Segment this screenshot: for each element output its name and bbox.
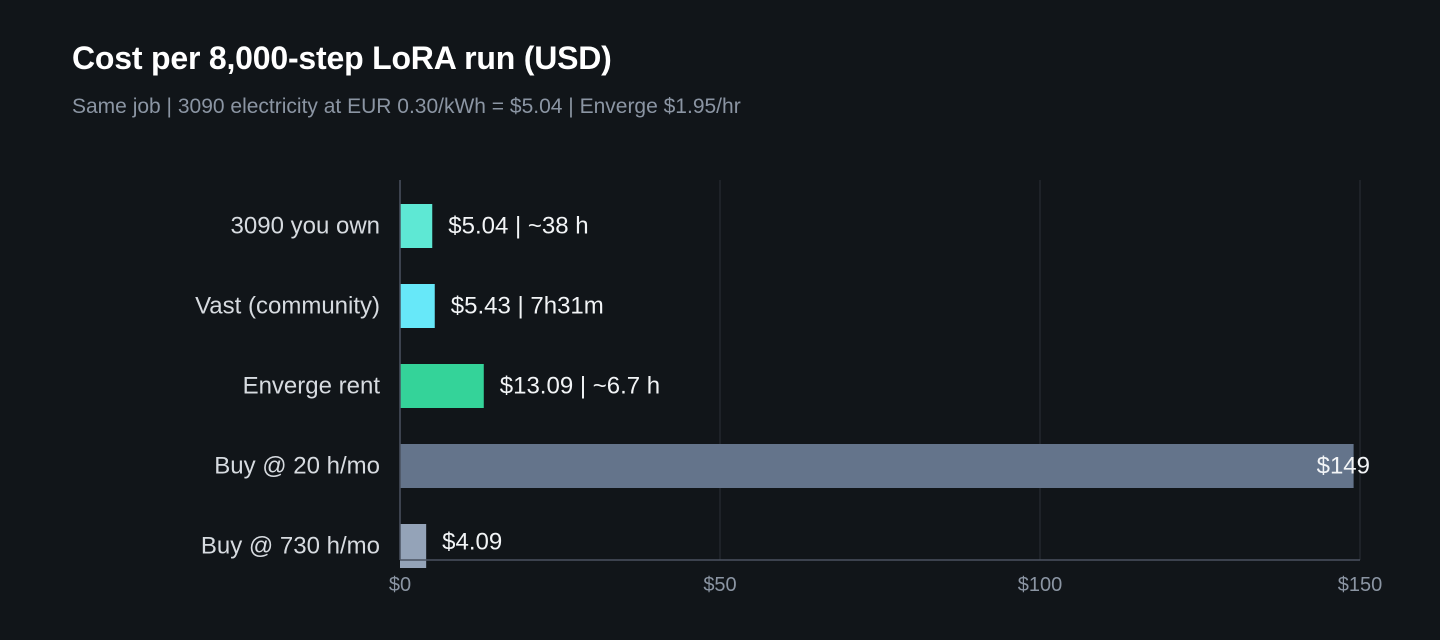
- labels: 3090 you own $5.04 | ~38 h Vast (community…: [195, 213, 1382, 597]
- category-label: Buy @ 20 h/mo: [214, 453, 380, 480]
- chart-title: Cost per 8,000-step LoRA run (USD): [72, 40, 612, 76]
- value-label: $13.09 | ~6.7 h: [500, 373, 660, 400]
- category-label: Enverge rent: [243, 373, 381, 400]
- bar: [400, 444, 1354, 488]
- bars: [400, 204, 1354, 568]
- bar: [400, 524, 427, 568]
- bar: [400, 284, 435, 328]
- value-label: $5.04 | ~38 h: [448, 213, 588, 240]
- category-label: 3090 you own: [231, 213, 380, 240]
- chart-subtitle: Same job | 3090 electricity at EUR 0.30/…: [72, 95, 741, 118]
- x-tick-label: $100: [1018, 574, 1063, 596]
- value-label: $149: [1317, 453, 1370, 480]
- x-tick-label: $150: [1338, 574, 1383, 596]
- value-label: $5.43 | 7h31m: [451, 293, 604, 320]
- category-label: Vast (community): [195, 293, 380, 320]
- bar: [400, 204, 433, 248]
- x-tick-label: $0: [389, 574, 411, 596]
- value-label: $4.09: [442, 529, 502, 556]
- gridlines: [719, 180, 1361, 560]
- category-label: Buy @ 730 h/mo: [201, 533, 380, 560]
- bar: [400, 364, 484, 408]
- x-tick-label: $50: [703, 574, 736, 596]
- axes: [399, 180, 1360, 561]
